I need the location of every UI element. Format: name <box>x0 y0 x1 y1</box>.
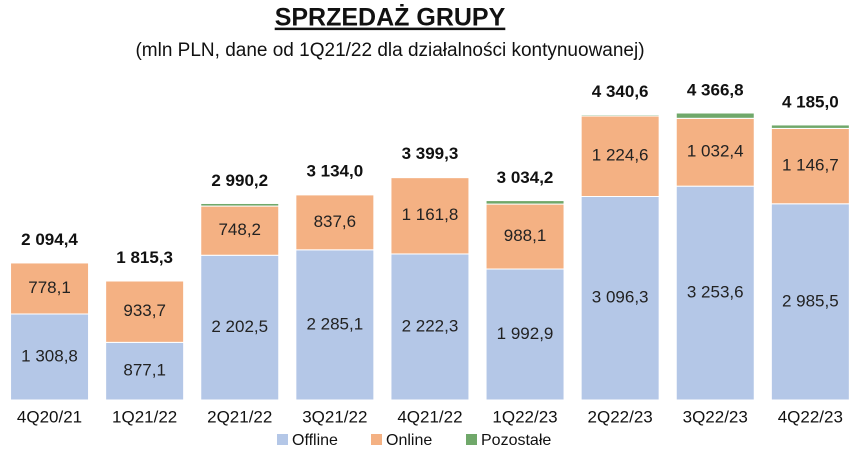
segment-label: 2 222,3 <box>402 316 459 335</box>
segment-label: 837,6 <box>314 212 357 231</box>
total-label: 2 094,4 <box>21 230 78 249</box>
segment-label: 1 161,8 <box>402 205 459 224</box>
legend-swatch <box>277 434 288 445</box>
bar-segment <box>485 200 565 205</box>
total-label: 4 185,0 <box>782 92 839 111</box>
bar-segment <box>580 114 660 117</box>
chart-title: SPRZEDAŻ GRUPY <box>275 4 506 32</box>
legend-label: Online <box>386 432 432 449</box>
x-tick-label: 4Q20/21 <box>17 407 82 426</box>
segment-label: 1 032,4 <box>687 142 744 161</box>
segment-label: 2 202,5 <box>211 317 268 336</box>
bar-segment <box>200 202 280 207</box>
x-tick-label: 2Q21/22 <box>207 407 272 426</box>
bar-segment <box>295 194 375 251</box>
bar-segment <box>770 127 850 205</box>
bar-segment <box>485 268 565 401</box>
bar-segment <box>200 205 280 256</box>
segment-label: 1 146,7 <box>782 156 839 175</box>
x-tick-label: 1Q21/22 <box>112 407 177 426</box>
segment-label: 1 992,9 <box>497 324 554 343</box>
segment-label: 3 253,6 <box>687 283 744 302</box>
x-tick-label: 3Q21/22 <box>302 407 367 426</box>
segment-label: 748,2 <box>218 220 261 239</box>
legend-swatch <box>371 434 382 445</box>
segment-label: 2 285,1 <box>306 314 363 333</box>
segment-label: 933,7 <box>123 301 166 320</box>
total-label: 3 134,0 <box>306 162 363 181</box>
bar-segment <box>295 193 375 196</box>
bar-segment <box>10 262 90 315</box>
x-tick-label: 4Q22/23 <box>778 407 843 426</box>
total-label: 2 990,2 <box>211 171 268 190</box>
segment-label: 3 096,3 <box>592 288 649 307</box>
total-label: 1 815,3 <box>116 248 173 267</box>
segment-label: 1 224,6 <box>592 146 649 165</box>
segment-label: 988,1 <box>504 226 547 245</box>
bar-segment <box>390 253 470 401</box>
x-tick-label: 2Q22/23 <box>588 407 653 426</box>
total-label: 3 034,2 <box>497 168 554 187</box>
segment-label: 2 985,5 <box>782 291 839 310</box>
total-label: 4 340,6 <box>592 82 649 101</box>
chart-subtitle: (mln PLN, dane od 1Q21/22 dla działalnoś… <box>135 40 644 61</box>
bar-segment <box>200 254 280 401</box>
legend-label: Pozostałe <box>481 432 551 449</box>
bar-segment <box>675 112 755 119</box>
bar-segment <box>675 185 755 401</box>
bar-segment <box>770 124 850 129</box>
bar-segment <box>390 177 470 255</box>
segment-label: 778,1 <box>28 278 71 297</box>
bar-segment <box>295 249 375 401</box>
segment-label: 1 308,8 <box>21 346 78 365</box>
total-label: 4 366,8 <box>687 80 744 99</box>
bar-segment <box>580 196 660 401</box>
total-label: 3 399,3 <box>402 144 459 163</box>
legend-swatch <box>466 434 477 445</box>
bar-segment <box>105 280 185 343</box>
bar-segment <box>485 203 565 270</box>
legend-label: Offline <box>292 432 338 449</box>
x-tick-label: 1Q22/23 <box>492 407 557 426</box>
segment-label: 877,1 <box>123 361 166 380</box>
bar-segment <box>390 176 470 179</box>
x-tick-label: 3Q22/23 <box>683 407 748 426</box>
bar-segment <box>10 313 90 401</box>
x-tick-label: 4Q21/22 <box>397 407 462 426</box>
bar-segment <box>770 203 850 401</box>
bar-segment <box>675 117 755 187</box>
